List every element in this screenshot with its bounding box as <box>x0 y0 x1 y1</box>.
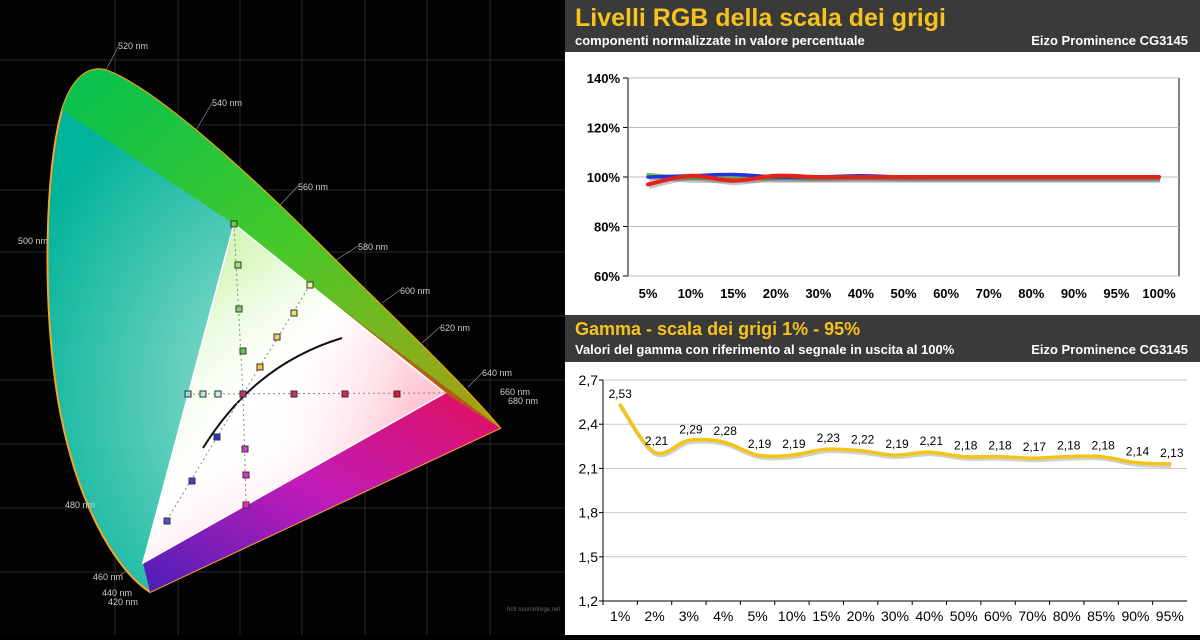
green-region <box>62 69 500 429</box>
purple-region <box>143 393 500 592</box>
gamma-xtick-label: 2% <box>644 608 664 624</box>
credit-text: hcfr.sourceforge.net <box>507 607 560 613</box>
rgb-title: Livelli RGB della scala dei grigi <box>575 4 946 32</box>
rgb-xtick-label: 5% <box>639 286 658 301</box>
gamma-ytick-label: 2,1 <box>579 460 599 476</box>
gamma-xtick-label: 1% <box>610 608 630 624</box>
gamma-xtick-label: 85% <box>1087 608 1115 624</box>
gamma-data-label: 2,21 <box>645 434 669 448</box>
rgb-ytick-label: 60% <box>594 269 620 284</box>
rgb-xtick-label: 95% <box>1103 286 1129 301</box>
gamma-line <box>618 403 1172 466</box>
rgb-xtick-label: 70% <box>976 286 1002 301</box>
label-leaders <box>47 46 483 576</box>
gamma-data-label: 2,22 <box>851 433 875 447</box>
gamma-device: Eizo Prominence CG3145 <box>1031 342 1188 357</box>
rgb-xtick-label: 80% <box>1018 286 1044 301</box>
gamma-xtick-label: 40% <box>915 608 943 624</box>
label-500nm: 500 nm <box>18 236 48 246</box>
rgb-ytick-label: 100% <box>587 170 621 185</box>
gamma-data-label: 2,17 <box>1023 440 1047 454</box>
label-640nm: 640 nm <box>482 368 512 378</box>
gamma-xtick-label: 30% <box>881 608 909 624</box>
gamma-data-label: 2,19 <box>885 437 909 451</box>
gamma-xtick-label: 70% <box>1018 608 1046 624</box>
label-580nm: 580 nm <box>358 242 388 252</box>
gamma-title: Gamma - scala dei grigi 1% - 95% <box>575 319 861 339</box>
label-420nm: 420 nm <box>108 597 138 607</box>
rgb-chart-area: 60% 80% 100% 120% 140% 5% 10% 15% 20% 30% 40% 50% 60… <box>565 52 1200 315</box>
gamma-line-shadow <box>619 405 1171 468</box>
label-540nm: 540 nm <box>212 98 242 108</box>
gamma-data-label: 2,53 <box>608 387 632 401</box>
gamma-data-label: 2,23 <box>817 431 841 445</box>
gamma-data-label: 2,18 <box>1057 439 1081 453</box>
rgb-xtick-label: 90% <box>1061 286 1087 301</box>
gamma-data-label: 2,19 <box>782 437 806 451</box>
measure-points <box>163 220 401 525</box>
gamma-ytick-label: 1,2 <box>579 593 599 609</box>
gamma-xtick-label: 10% <box>778 608 806 624</box>
rgb-ytick-label: 120% <box>587 121 621 136</box>
rgb-xtick-label: 15% <box>720 286 746 301</box>
gamma-xtick-label: 90% <box>1121 608 1149 624</box>
gamma-data-label: 2,14 <box>1126 445 1150 459</box>
gamma-data-label: 2,19 <box>748 437 772 451</box>
gamma-xtick-label: 60% <box>984 608 1012 624</box>
gamma-xtick-label: 80% <box>1053 608 1081 624</box>
gamma-ytick-label: 1,5 <box>579 549 599 565</box>
label-440nm: 440 nm <box>102 588 132 598</box>
rgb-header: Livelli RGB della scala dei grigi compon… <box>565 0 1200 52</box>
charts-panel: Livelli RGB della scala dei grigi compon… <box>565 0 1200 635</box>
rgb-chart: 60% 80% 100% 120% 140% 5% 10% 15% 20% 30% 40% 50% 60… <box>587 71 1180 301</box>
gamma-xtick-label: 3% <box>679 608 699 624</box>
gamma-xtick-label: 20% <box>847 608 875 624</box>
rgb-device: Eizo Prominence CG3145 <box>1031 33 1188 48</box>
label-460nm: 460 nm <box>93 572 123 582</box>
rgb-ytick-label: 80% <box>594 220 620 235</box>
gamma-data-label: 2,18 <box>1091 439 1115 453</box>
planckian-locus <box>202 337 343 449</box>
gamma-xtick-label: 4% <box>713 608 733 624</box>
gamma-data-label: 2,18 <box>988 439 1012 453</box>
rgb-xtick-label: 10% <box>678 286 704 301</box>
label-680nm: 680 nm <box>508 396 538 406</box>
gamma-data-label: 2,28 <box>714 424 738 438</box>
gamma-data-label: 2,13 <box>1160 446 1184 460</box>
gamma-header: Gamma - scala dei grigi 1% - 95% Valori … <box>565 315 1200 362</box>
gamma-chart: 1,2 1,5 1,8 2,1 2,4 2,7 1% 2% 3% 4% 5% 10% 15% 20% 30%… <box>579 372 1187 624</box>
rgb-xtick-label: 50% <box>890 286 916 301</box>
gamma-chart-area: 1,2 1,5 1,8 2,1 2,4 2,7 1% 2% 3% 4% 5% 10% 15% 20% 30%… <box>565 362 1200 635</box>
rgb-xtick-label: 100% <box>1142 286 1176 301</box>
gamma-plot-area <box>603 380 1187 601</box>
label-620nm: 620 nm <box>440 323 470 333</box>
rgb-ytick-label: 140% <box>587 71 621 86</box>
label-480nm: 480 nm <box>65 500 95 510</box>
gamma-xtick-label: 5% <box>747 608 767 624</box>
gamma-data-label: 2,18 <box>954 439 978 453</box>
rgb-xtick-label: 40% <box>848 286 874 301</box>
cie-diagram-panel: 520 nm 540 nm 560 nm 580 nm 600 nm 620 n… <box>0 0 565 635</box>
gamma-data-label: 2,29 <box>679 422 703 436</box>
rgb-xtick-label: 60% <box>933 286 959 301</box>
gamma-data-label: 2,21 <box>920 434 944 448</box>
label-600nm: 600 nm <box>400 286 430 296</box>
gamma-xtick-label: 15% <box>812 608 840 624</box>
rgb-xtick-label: 30% <box>805 286 831 301</box>
gamma-ytick-label: 2,4 <box>579 416 599 432</box>
label-560nm: 560 nm <box>298 182 328 192</box>
wavelength-labels: 520 nm 540 nm 560 nm 580 nm 600 nm 620 n… <box>18 41 538 607</box>
gamma-subtitle: Valori del gamma con riferimento al segn… <box>575 342 955 357</box>
rgb-series-line-2 <box>646 173 1161 187</box>
rgb-xtick-label: 20% <box>763 286 789 301</box>
gamma-ytick-label: 2,7 <box>579 372 599 388</box>
gamma-ytick-label: 1,8 <box>579 505 599 521</box>
gamma-xtick-label: 50% <box>950 608 978 624</box>
cie-diagram: 520 nm 540 nm 560 nm 580 nm 600 nm 620 n… <box>0 0 565 635</box>
label-660nm: 660 nm <box>500 387 530 397</box>
gamma-xtick-label: 95% <box>1156 608 1184 624</box>
rgb-subtitle: componenti normalizzate in valore percen… <box>575 33 865 48</box>
label-520nm: 520 nm <box>118 41 148 51</box>
